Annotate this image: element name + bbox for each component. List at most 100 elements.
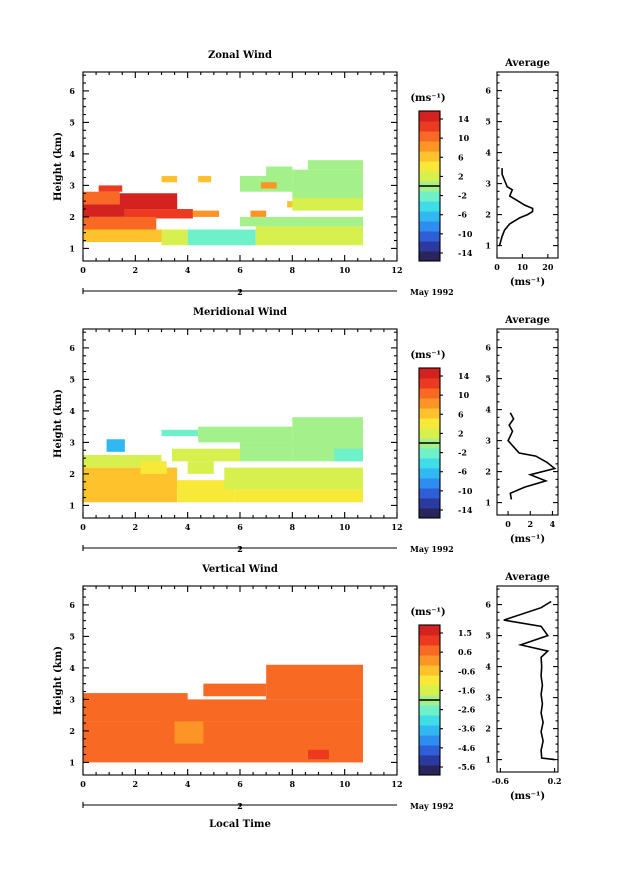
- avg-y-tick-label: 6: [485, 343, 491, 353]
- heatmap-cell: [292, 198, 363, 211]
- avg-y-tick-label: 5: [485, 117, 491, 127]
- colorbar-swatch: [419, 675, 440, 686]
- heatmap-cell: [292, 169, 363, 198]
- colorbar-tick-label: 10: [458, 390, 470, 400]
- avg-y-tick-label: 2: [485, 724, 491, 734]
- colorbar-tick-label: 14: [458, 114, 470, 124]
- avg-y-tick-label: 1: [485, 241, 491, 251]
- y-tick-label: 1: [69, 500, 75, 510]
- colorbar-swatch: [419, 378, 440, 389]
- x-tick-label: 0: [80, 265, 86, 275]
- x-tick-label: 8: [290, 779, 296, 789]
- x-tick-label: 6: [237, 265, 243, 275]
- avg-x-tick-label: 0: [505, 519, 511, 529]
- heatmap-cell: [177, 480, 235, 503]
- y-tick-label: 4: [69, 663, 75, 673]
- average-line: [498, 168, 534, 246]
- x-tick-label: 10: [339, 779, 351, 789]
- x-tick-label: 6: [237, 522, 243, 532]
- colorbar-swatch: [419, 745, 440, 756]
- y-axis-label: Height (km): [53, 389, 64, 458]
- y-tick-label: 2: [69, 726, 75, 736]
- x-tick-label: 12: [391, 522, 402, 532]
- heatmap-cell: [198, 426, 293, 443]
- date-tick-label: 2: [237, 801, 243, 811]
- heatmap-cell: [187, 229, 256, 246]
- heatmap-cell: [308, 160, 363, 170]
- colorbar-tick-label: -10: [458, 486, 473, 496]
- avg-y-tick-label: 3: [485, 179, 491, 189]
- colorbar-swatch: [419, 368, 440, 379]
- colorbar: 14 10 6 2 -2 -6 -10 -14 (ms⁻¹): [410, 93, 473, 262]
- colorbar-tick-label: -2: [458, 191, 467, 201]
- colorbar-swatch: [419, 191, 440, 202]
- colorbar-swatch: [419, 685, 440, 696]
- heatmap-cell: [83, 216, 157, 230]
- colorbar-tick-label: -14: [458, 248, 473, 258]
- x-tick-label: 0: [80, 779, 86, 789]
- colorbar-swatch: [419, 428, 440, 439]
- avg-x-tick-label: 10: [517, 262, 529, 272]
- x-tick-label: 12: [391, 265, 402, 275]
- date-label: May 1992: [410, 801, 454, 811]
- colorbar-swatch: [419, 508, 440, 519]
- heatmap-cell: [119, 193, 178, 210]
- y-tick-label: 6: [69, 343, 75, 353]
- colorbar-tick-label: -5.6: [458, 762, 476, 772]
- colorbar-swatch: [419, 398, 440, 409]
- avg-y-tick-label: 1: [485, 755, 491, 765]
- average-line: [507, 412, 557, 500]
- heatmap-cell: [98, 185, 123, 192]
- y-tick-label: 3: [69, 437, 75, 447]
- colorbar-swatch: [419, 488, 440, 499]
- date-label: May 1992: [410, 287, 454, 297]
- colorbar-tick-label: -14: [458, 505, 473, 515]
- avg-x-axis-label: (ms⁻¹): [510, 277, 545, 288]
- x-tick-label: 8: [290, 522, 296, 532]
- colorbar-swatch: [419, 655, 440, 666]
- colorbar-tick-label: -6: [458, 210, 467, 220]
- colorbar-label: (ms⁻¹): [410, 350, 445, 361]
- x-tick-label: 2: [133, 779, 139, 789]
- heatmap-cell: [93, 730, 162, 757]
- colorbar-swatch: [419, 705, 440, 716]
- heatmap-cell: [161, 699, 363, 722]
- average-profile: Average 1 2 3 4 5 6 0 2 4 (ms⁻¹): [485, 315, 559, 545]
- colorbar-swatch: [419, 141, 440, 152]
- avg-y-tick-label: 6: [485, 600, 491, 610]
- heatmap-cell: [140, 461, 167, 474]
- colorbar-swatch: [419, 241, 440, 252]
- heatmap-cell: [192, 210, 220, 217]
- y-tick-label: 4: [69, 149, 75, 159]
- colorbar-swatch: [419, 458, 440, 469]
- x-tick-label: 2: [133, 265, 139, 275]
- colorbar-swatch: [419, 755, 440, 766]
- heatmap-cell: [255, 226, 363, 246]
- colorbar-swatch: [419, 725, 440, 736]
- heatmap-cell: [224, 467, 363, 490]
- colorbar-tick-label: 2: [458, 171, 464, 181]
- x-tick-label: 10: [339, 265, 351, 275]
- colorbar-tick-label: 10: [458, 133, 470, 143]
- x-tick-label: 8: [290, 265, 296, 275]
- average-frame: [496, 71, 559, 259]
- heatmap-cell: [83, 191, 120, 205]
- colorbar-swatch: [419, 221, 440, 232]
- heatmap-cell: [161, 429, 199, 437]
- y-tick-label: 4: [69, 406, 75, 416]
- heatmap-cell: [240, 442, 293, 462]
- heatmap-cell: [266, 166, 293, 176]
- date-tick-label: 2: [237, 544, 243, 554]
- heatmap-cell: [106, 439, 125, 452]
- colorbar-swatch: [419, 231, 440, 242]
- colorbar-swatch: [419, 715, 440, 726]
- heatmap-cell: [240, 216, 363, 227]
- colorbar-tick-label: -0.6: [458, 666, 476, 676]
- heatmap-cell: [124, 209, 193, 219]
- heatmap-field: [83, 160, 363, 246]
- colorbar-label: (ms⁻¹): [410, 607, 445, 618]
- x-axis-label: Local Time: [209, 819, 271, 830]
- colorbar-swatch: [419, 111, 440, 122]
- heatmap-cell: [260, 182, 277, 189]
- avg-y-tick-label: 6: [485, 86, 491, 96]
